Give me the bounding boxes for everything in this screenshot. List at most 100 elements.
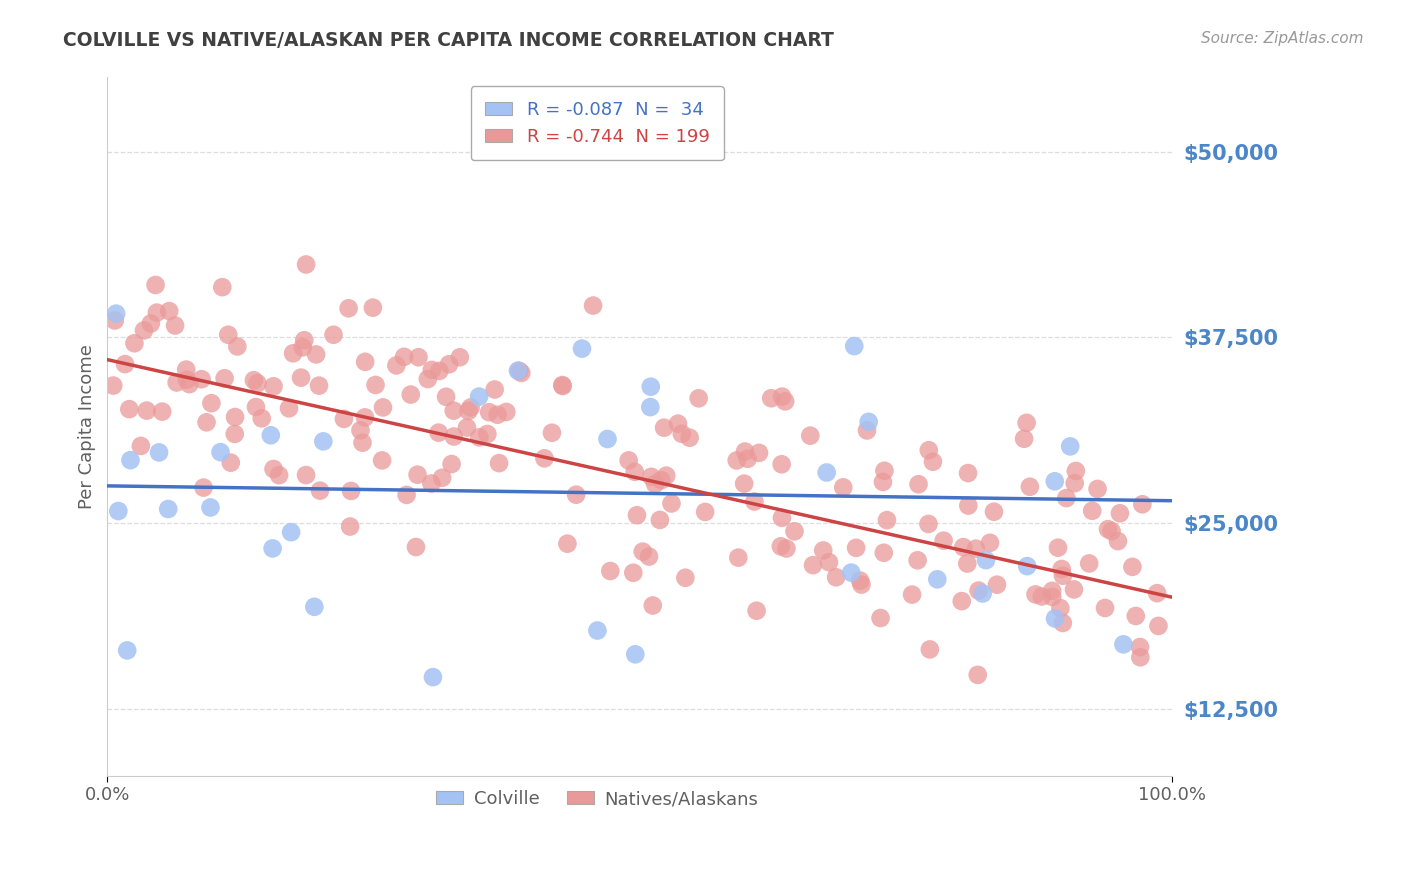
Point xyxy=(340,483,363,498)
Point xyxy=(190,372,212,386)
Point xyxy=(1109,506,1132,520)
Point xyxy=(305,347,328,361)
Point xyxy=(416,372,439,386)
Point xyxy=(1097,522,1119,536)
Point xyxy=(1112,637,1135,651)
Point xyxy=(1063,476,1085,491)
Point xyxy=(114,357,136,371)
Point xyxy=(917,516,939,531)
Point xyxy=(1046,541,1069,555)
Point xyxy=(932,533,955,548)
Point xyxy=(650,473,672,487)
Point xyxy=(571,342,593,356)
Point xyxy=(132,323,155,337)
Point xyxy=(832,480,855,494)
Point xyxy=(434,390,457,404)
Point xyxy=(673,571,696,585)
Point xyxy=(918,642,941,657)
Point xyxy=(250,411,273,425)
Point xyxy=(115,643,138,657)
Point xyxy=(267,468,290,483)
Point xyxy=(901,588,924,602)
Point xyxy=(972,586,994,600)
Point xyxy=(211,280,233,294)
Point xyxy=(624,648,647,662)
Point xyxy=(956,557,979,571)
Point xyxy=(430,471,453,485)
Point xyxy=(200,396,222,410)
Point xyxy=(907,553,929,567)
Point xyxy=(1015,416,1038,430)
Point xyxy=(437,357,460,371)
Point xyxy=(427,425,450,440)
Point xyxy=(349,423,371,437)
Point xyxy=(957,466,980,480)
Point xyxy=(813,543,835,558)
Point xyxy=(565,488,588,502)
Point xyxy=(1130,497,1153,511)
Point xyxy=(292,333,315,347)
Point xyxy=(770,510,793,524)
Point xyxy=(640,470,662,484)
Point xyxy=(309,483,332,498)
Point xyxy=(815,466,838,480)
Point xyxy=(626,508,648,523)
Point xyxy=(484,383,506,397)
Point xyxy=(157,304,180,318)
Point xyxy=(648,513,671,527)
Point xyxy=(508,364,530,378)
Point xyxy=(245,400,267,414)
Point xyxy=(364,378,387,392)
Point xyxy=(219,456,242,470)
Point xyxy=(727,550,749,565)
Point xyxy=(1078,557,1101,571)
Point xyxy=(671,426,693,441)
Point xyxy=(291,340,314,354)
Point xyxy=(1146,586,1168,600)
Point xyxy=(825,570,848,584)
Point xyxy=(599,564,621,578)
Point xyxy=(457,404,479,418)
Point xyxy=(312,434,335,449)
Point xyxy=(371,401,394,415)
Point xyxy=(146,305,169,319)
Point xyxy=(869,611,891,625)
Point xyxy=(666,417,689,431)
Point xyxy=(129,439,152,453)
Point xyxy=(966,668,988,682)
Point xyxy=(262,541,284,556)
Point xyxy=(1049,601,1071,615)
Point xyxy=(176,373,198,387)
Point xyxy=(952,540,974,554)
Point xyxy=(907,477,929,491)
Point xyxy=(1024,587,1046,601)
Y-axis label: Per Capita Income: Per Capita Income xyxy=(79,344,96,509)
Point xyxy=(209,445,232,459)
Point xyxy=(337,301,360,316)
Point xyxy=(405,540,427,554)
Point xyxy=(1052,568,1074,582)
Point xyxy=(468,430,491,444)
Point xyxy=(533,451,555,466)
Point xyxy=(422,670,444,684)
Point xyxy=(1101,524,1123,538)
Legend: Colville, Natives/Alaskans: Colville, Natives/Alaskans xyxy=(429,783,766,815)
Point xyxy=(120,453,142,467)
Point xyxy=(1129,640,1152,654)
Point xyxy=(224,426,246,441)
Point xyxy=(118,402,141,417)
Point xyxy=(876,513,898,527)
Point xyxy=(200,500,222,515)
Point xyxy=(849,574,872,588)
Point xyxy=(1094,601,1116,615)
Point xyxy=(165,318,187,333)
Point xyxy=(352,435,374,450)
Point xyxy=(440,457,463,471)
Point xyxy=(927,572,949,586)
Point xyxy=(596,432,619,446)
Point xyxy=(420,476,443,491)
Point xyxy=(769,539,792,553)
Point xyxy=(1129,650,1152,665)
Point xyxy=(1043,611,1066,625)
Point xyxy=(623,465,645,479)
